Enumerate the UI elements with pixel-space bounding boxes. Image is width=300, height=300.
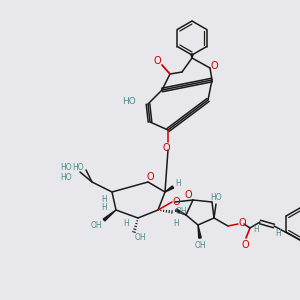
Text: OH: OH: [194, 241, 206, 250]
Text: H: H: [123, 220, 129, 229]
Text: O: O: [241, 240, 249, 250]
Text: HO: HO: [122, 98, 136, 106]
Text: H: H: [175, 179, 181, 188]
Text: OH: OH: [176, 208, 188, 217]
Text: O: O: [172, 197, 180, 207]
Text: O: O: [162, 143, 170, 153]
Text: HO: HO: [60, 172, 72, 182]
Text: HO: HO: [210, 194, 222, 202]
Polygon shape: [103, 210, 116, 221]
Text: HO: HO: [72, 164, 84, 172]
Text: O: O: [146, 172, 154, 182]
Text: H: H: [101, 196, 107, 205]
Text: HO: HO: [60, 164, 72, 172]
Text: OH: OH: [134, 233, 146, 242]
Text: H: H: [275, 230, 281, 238]
Text: H: H: [253, 226, 259, 235]
Polygon shape: [191, 54, 193, 58]
Text: H: H: [101, 203, 107, 212]
Text: O: O: [238, 218, 246, 228]
Polygon shape: [198, 225, 201, 238]
Polygon shape: [176, 209, 186, 215]
Text: O: O: [184, 190, 192, 200]
Text: H: H: [173, 218, 179, 227]
Polygon shape: [165, 186, 174, 192]
Text: O: O: [153, 56, 161, 66]
Text: OH: OH: [90, 221, 102, 230]
Text: O: O: [210, 61, 218, 71]
